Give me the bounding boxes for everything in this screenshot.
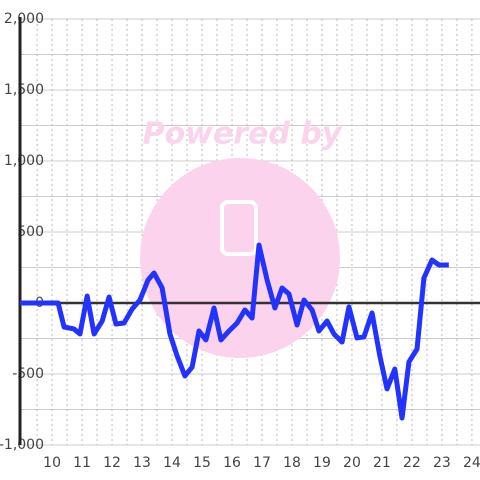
x-tick-label: 20 [343, 455, 361, 471]
y-tick-label: 1,500 [4, 82, 44, 98]
y-tick-label: -1,000 [0, 437, 44, 453]
watermark-logo [140, 158, 340, 358]
y-tick-label: -500 [12, 366, 44, 382]
y-tick-label: 2,000 [4, 11, 44, 27]
x-tick-label: 23 [433, 455, 451, 471]
x-tick-label: 15 [193, 455, 211, 471]
watermark-icon [220, 200, 258, 256]
x-tick-label: 16 [223, 455, 241, 471]
watermark: Powered by [143, 117, 343, 152]
x-tick-label: 10 [43, 455, 61, 471]
x-tick-label: 22 [403, 455, 421, 471]
background [20, 18, 480, 446]
x-tick-label: 14 [163, 455, 181, 471]
x-tick-label: 18 [283, 455, 301, 471]
x-tick-label: 19 [313, 455, 331, 471]
x-tick-label: 12 [103, 455, 121, 471]
y-tick-label: 1,000 [4, 153, 44, 169]
line [20, 242, 449, 421]
x-tick-label: 17 [253, 455, 271, 471]
x-tick-label: 11 [73, 455, 91, 471]
x-tick-label: 13 [133, 455, 151, 471]
x-tick-label: 21 [373, 455, 391, 471]
y-tick-label: 500 [17, 224, 44, 240]
x-tick-label: 24 [463, 455, 480, 471]
